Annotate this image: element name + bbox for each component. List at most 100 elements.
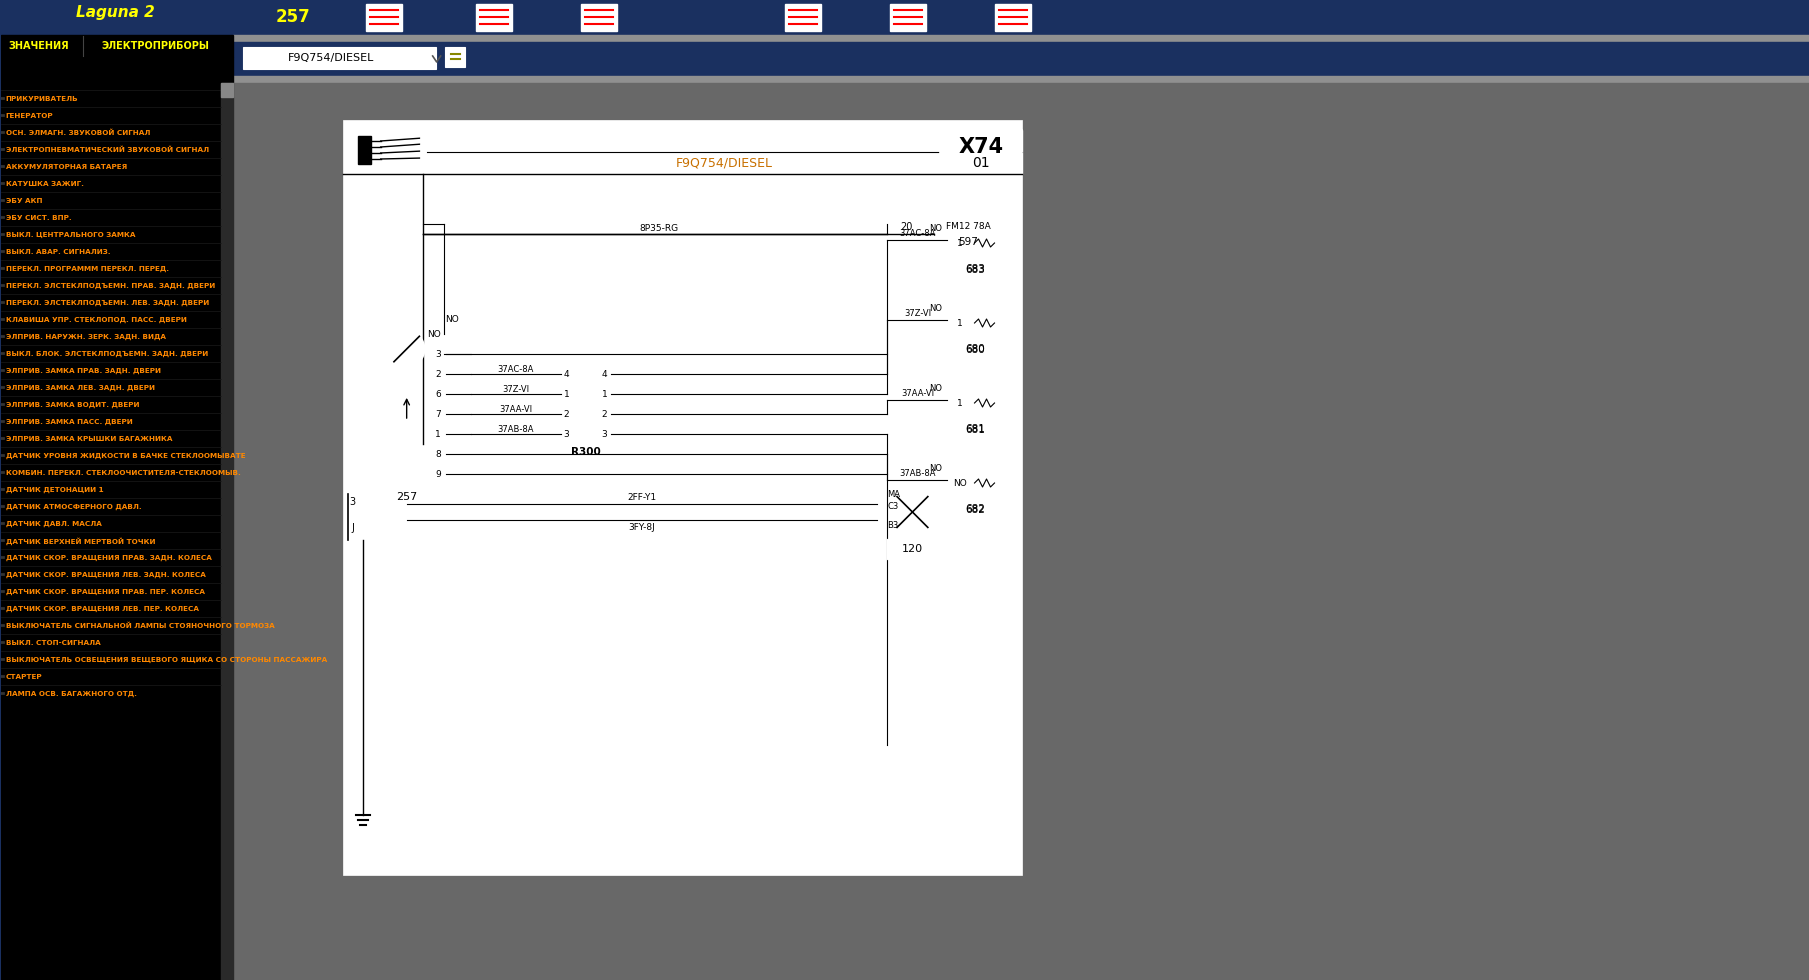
- Text: 680: 680: [964, 345, 984, 355]
- Bar: [561, 364, 586, 444]
- Bar: [948, 234, 971, 256]
- Text: 683: 683: [964, 265, 984, 275]
- Text: ДАТЧИК ВЕРХНЕЙ МЕРТВОЙ ТОЧКИ: ДАТЧИК ВЕРХНЕЙ МЕРТВОЙ ТОЧКИ: [5, 537, 156, 545]
- Text: ПЕРЕКЛ. ЭЛСТЕКЛПОДЪЕМН. ПРАВ. ЗАДН. ДВЕРИ: ПЕРЕКЛ. ЭЛСТЕКЛПОДЪЕМН. ПРАВ. ЗАДН. ДВЕР…: [5, 283, 215, 289]
- Text: 3: 3: [564, 429, 570, 438]
- Text: 3: 3: [602, 429, 608, 438]
- Bar: [948, 341, 1002, 357]
- Bar: [888, 539, 937, 559]
- Text: ДАТЧИК СКОР. ВРАЩЕНИЯ ЛЕВ. ЗАДН. КОЛЕСА: ДАТЧИК СКОР. ВРАЩЕНИЯ ЛЕВ. ЗАДН. КОЛЕСА: [5, 572, 206, 578]
- Bar: [785, 4, 821, 31]
- Text: ЭЛПРИВ. НАРУЖН. ЗЕРК. ЗАДН. ВИДА: ЭЛПРИВ. НАРУЖН. ЗЕРК. ЗАДН. ВИДА: [5, 334, 166, 340]
- Bar: [971, 314, 997, 336]
- Bar: [342, 120, 1022, 875]
- Circle shape: [890, 490, 935, 534]
- Text: 597: 597: [959, 237, 979, 247]
- Bar: [242, 47, 436, 69]
- Text: 37AB-8A: 37AB-8A: [497, 424, 534, 433]
- Bar: [365, 4, 402, 31]
- Text: 1: 1: [957, 238, 962, 248]
- Text: 682: 682: [964, 504, 984, 514]
- Text: 2: 2: [434, 369, 441, 378]
- Text: NO: NO: [427, 329, 441, 338]
- Text: ДАТЧИК СКОР. ВРАЩЕНИЯ ЛЕВ. ПЕР. КОЛЕСА: ДАТЧИК СКОР. ВРАЩЕНИЯ ЛЕВ. ПЕР. КОЛЕСА: [5, 606, 199, 612]
- Text: КЛАВИША УПР. СТЕКЛОПОД. ПАСС. ДВЕРИ: КЛАВИША УПР. СТЕКЛОПОД. ПАСС. ДВЕРИ: [5, 317, 186, 323]
- Bar: [561, 444, 611, 460]
- Bar: [0, 35, 233, 57]
- Text: FM12 78A: FM12 78A: [946, 221, 991, 230]
- Bar: [233, 83, 1809, 980]
- Text: ВЫКЛ. БЛОК. ЭЛСТЕКЛПОДЪЕМН. ЗАДН. ДВЕРИ: ВЫКЛ. БЛОК. ЭЛСТЕКЛПОДЪЕМН. ЗАДН. ДВЕРИ: [5, 351, 208, 357]
- Text: ЭБУ СИСТ. ВПР.: ЭБУ СИСТ. ВПР.: [5, 215, 72, 221]
- Bar: [476, 4, 512, 31]
- Bar: [233, 76, 1809, 83]
- Text: ПЕРЕКЛ. ЭЛСТЕКЛПОДЪЕМН. ЛЕВ. ЗАДН. ДВЕРИ: ПЕРЕКЛ. ЭЛСТЕКЛПОДЪЕМН. ЛЕВ. ЗАДН. ДВЕРИ: [5, 300, 210, 306]
- Bar: [971, 394, 997, 416]
- Text: СТАРТЕР: СТАРТЕР: [5, 674, 42, 680]
- Text: NO: NO: [953, 478, 966, 487]
- Bar: [0, 0, 233, 35]
- Text: 37AA-VI: 37AA-VI: [901, 388, 933, 398]
- Text: 8: 8: [434, 450, 441, 459]
- Text: 20: 20: [901, 222, 912, 232]
- Text: ВЫКЛ. ЦЕНТРАЛЬНОГО ЗАМКА: ВЫКЛ. ЦЕНТРАЛЬНОГО ЗАМКА: [5, 232, 136, 238]
- Text: АККУМУЛЯТОРНАЯ БАТАРЕЯ: АККУМУЛЯТОРНАЯ БАТАРЕЯ: [5, 164, 127, 170]
- Text: ОСН. ЭЛМАГН. ЗВУКОВОЙ СИГНАЛ: ОСН. ЭЛМАГН. ЗВУКОВОЙ СИГНАЛ: [5, 129, 150, 136]
- Text: 2: 2: [602, 410, 608, 418]
- Bar: [890, 4, 926, 31]
- Text: ПРИКУРИВАТЕЛЬ: ПРИКУРИВАТЕЛЬ: [5, 96, 78, 102]
- Bar: [581, 4, 617, 31]
- Text: ДАТЧИК АТМОСФЕРНОГО ДАВЛ.: ДАТЧИК АТМОСФЕРНОГО ДАВЛ.: [5, 504, 141, 511]
- Text: ДАТЧИК ДЕТОНАЦИИ 1: ДАТЧИК ДЕТОНАЦИИ 1: [5, 487, 103, 493]
- Bar: [427, 130, 1022, 174]
- Text: NO: NO: [445, 315, 458, 323]
- Text: NO: NO: [928, 304, 942, 313]
- Text: 37Z-VI: 37Z-VI: [904, 309, 932, 318]
- Text: 37AA-VI: 37AA-VI: [499, 405, 532, 414]
- Bar: [948, 314, 971, 336]
- Bar: [221, 83, 233, 97]
- Text: ЭЛПРИВ. ЗАМКА ПАСС. ДВЕРИ: ЭЛПРИВ. ЗАМКА ПАСС. ДВЕРИ: [5, 418, 132, 425]
- Text: ЭЛЕКТРОПРИБОРЫ: ЭЛЕКТРОПРИБОРЫ: [101, 41, 210, 51]
- Text: ВЫКЛЮЧАТЕЛЬ СИГНАЛЬНОЙ ЛАМПЫ СТОЯНОЧНОГО ТОРМОЗА: ВЫКЛЮЧАТЕЛЬ СИГНАЛЬНОЙ ЛАМПЫ СТОЯНОЧНОГО…: [5, 622, 275, 629]
- Bar: [233, 35, 1809, 42]
- Text: 8P35-RG: 8P35-RG: [639, 223, 678, 232]
- Text: 1: 1: [957, 399, 962, 408]
- Bar: [948, 474, 971, 496]
- Bar: [358, 136, 371, 164]
- Text: 682: 682: [964, 505, 984, 515]
- Bar: [948, 421, 1002, 437]
- Text: 257: 257: [275, 8, 309, 26]
- Text: КАТУШКА ЗАЖИГ.: КАТУШКА ЗАЖИГ.: [5, 181, 83, 187]
- Text: 1: 1: [434, 429, 441, 438]
- Text: 2: 2: [564, 410, 570, 418]
- Bar: [233, 0, 1809, 35]
- Text: 37AC-8A: 37AC-8A: [497, 365, 534, 373]
- Bar: [941, 130, 1022, 174]
- Text: R300: R300: [570, 447, 601, 457]
- Circle shape: [421, 142, 425, 146]
- Text: ДАТЧИК УРОВНЯ ЖИДКОСТИ В БАЧКЕ СТЕКЛООМЫВАТЕ: ДАТЧИК УРОВНЯ ЖИДКОСТИ В БАЧКЕ СТЕКЛООМЫ…: [5, 453, 246, 459]
- Text: 37AC-8A: 37AC-8A: [899, 228, 935, 237]
- Text: ВЫКЛ. АВАР. СИГНАЛИЗ.: ВЫКЛ. АВАР. СИГНАЛИЗ.: [5, 249, 110, 255]
- Text: 120: 120: [903, 544, 923, 554]
- Text: 37Z-VI: 37Z-VI: [503, 384, 530, 394]
- Circle shape: [421, 136, 425, 140]
- Text: ДАТЧИК ДАВЛ. МАСЛА: ДАТЧИК ДАВЛ. МАСЛА: [5, 521, 101, 527]
- Text: ГЕНЕРАТОР: ГЕНЕРАТОР: [5, 113, 54, 119]
- Text: 9: 9: [434, 469, 441, 478]
- Text: 1: 1: [564, 389, 570, 399]
- Text: 257: 257: [396, 492, 418, 502]
- Text: F9Q754/DIESEL: F9Q754/DIESEL: [677, 157, 772, 170]
- Text: ЭЛПРИВ. ЗАМКА ВОДИТ. ДВЕРИ: ЭЛПРИВ. ЗАМКА ВОДИТ. ДВЕРИ: [5, 402, 139, 408]
- Text: J: J: [351, 523, 355, 533]
- Bar: [373, 314, 441, 514]
- Text: 7: 7: [434, 410, 441, 418]
- Circle shape: [421, 156, 425, 160]
- Text: 683: 683: [964, 264, 984, 274]
- Text: КОМБИН. ПЕРЕКЛ. СТЕКЛООЧИСТИТЕЛЯ-СТЕКЛООМЫВ.: КОМБИН. ПЕРЕКЛ. СТЕКЛООЧИСТИТЕЛЯ-СТЕКЛОО…: [5, 470, 241, 476]
- Bar: [378, 486, 436, 508]
- Text: ЭЛЕКТРОПНЕВМАТИЧЕСКИЙ ЗВУКОВОЙ СИГНАЛ: ЭЛЕКТРОПНЕВМАТИЧЕСКИЙ ЗВУКОВОЙ СИГНАЛ: [5, 147, 210, 153]
- Bar: [586, 364, 611, 444]
- Text: 37AB-8A: 37AB-8A: [899, 468, 935, 477]
